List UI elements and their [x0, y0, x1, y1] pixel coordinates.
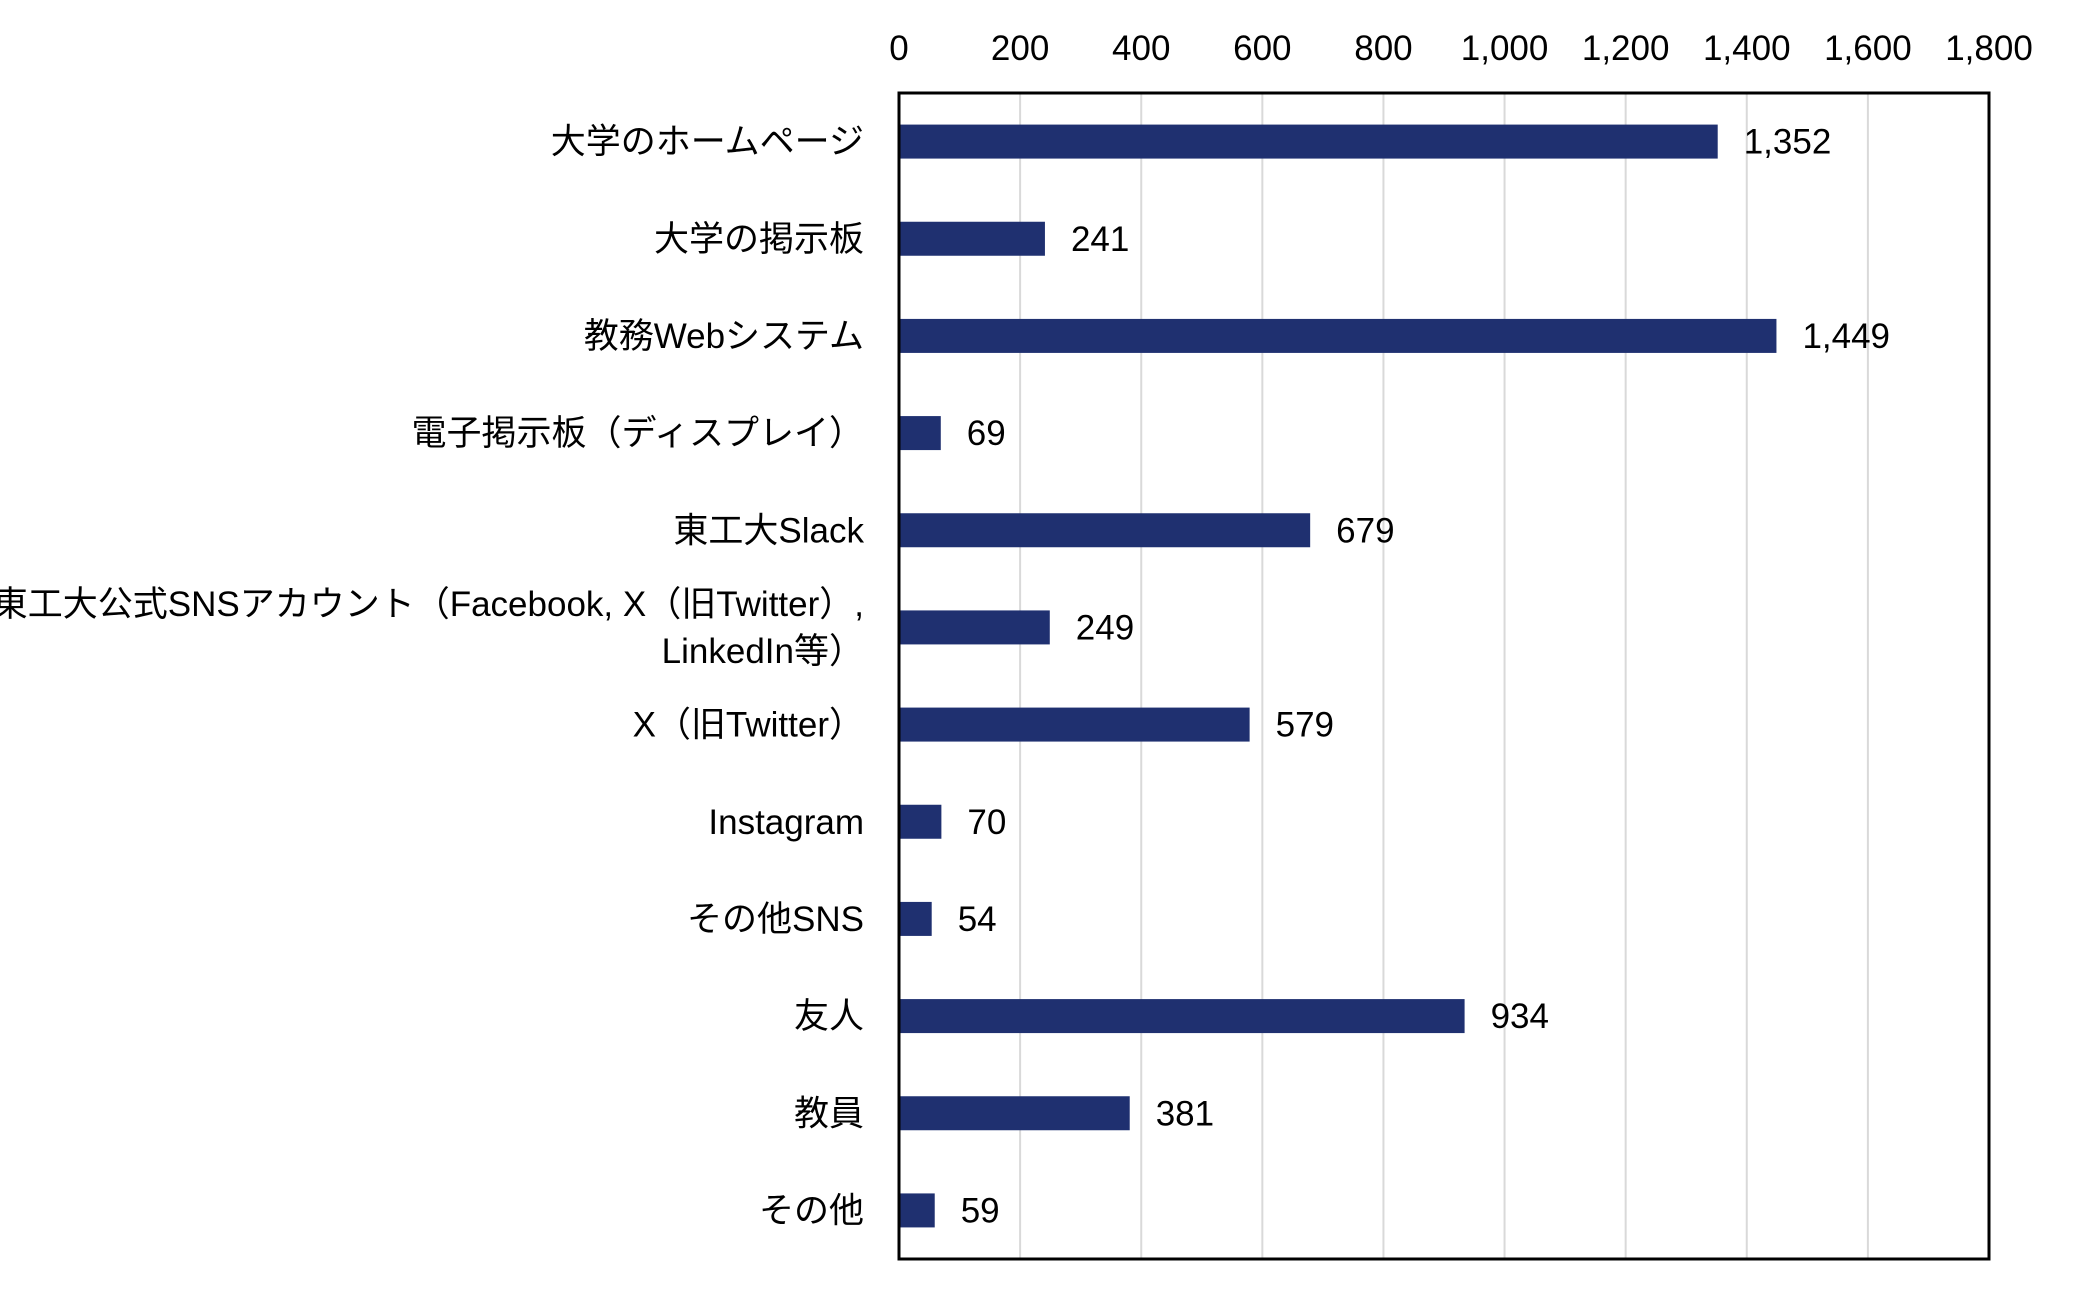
x-tick-label: 800 [1354, 29, 1412, 68]
x-tick-label: 1,000 [1461, 29, 1549, 68]
bar [899, 318, 1777, 353]
x-tick-label: 1,200 [1582, 29, 1670, 68]
bar [899, 1193, 935, 1228]
category-label: 東工大公式SNSアカウント（Facebook, X（旧Twitter）, [0, 585, 864, 624]
x-tick-label: 1,400 [1703, 29, 1791, 68]
gridlines [1019, 93, 1869, 1259]
data-label: 1,352 [1744, 123, 1832, 162]
category-label: その他SNS [687, 900, 864, 939]
x-tick-label: 600 [1233, 29, 1291, 68]
category-label: 大学のホームページ [551, 123, 864, 162]
x-tick-label: 0 [889, 29, 908, 68]
data-label: 241 [1071, 220, 1129, 259]
category-label: 電子掲示板（ディスプレイ） [411, 414, 864, 453]
data-label: 579 [1276, 706, 1334, 745]
category-label: 友人 [794, 997, 864, 1036]
data-label: 934 [1491, 997, 1549, 1036]
bar [899, 999, 1465, 1034]
data-label: 1,449 [1802, 317, 1890, 356]
x-tick-label: 1,600 [1824, 29, 1912, 68]
x-axis-ticks: 0 200 400 600 800 1,000 1,200 1,400 1,600 1,800 [889, 29, 2033, 68]
category-label: その他 [759, 1191, 864, 1230]
bar [899, 804, 942, 839]
data-label: 59 [961, 1191, 1000, 1230]
category-label: LinkedIn等） [662, 632, 864, 671]
bar [899, 1096, 1130, 1131]
bar [899, 901, 932, 936]
category-label: 教務Webシステム [584, 317, 864, 356]
category-label: Instagram [708, 803, 864, 842]
x-tick-label: 1,800 [1945, 29, 2033, 68]
data-label: 69 [967, 414, 1006, 453]
category-label: 東工大Slack [673, 511, 864, 550]
bars [899, 124, 1777, 1228]
data-label: 70 [967, 803, 1006, 842]
data-label: 249 [1076, 608, 1134, 647]
bar [899, 707, 1250, 742]
bar [899, 221, 1045, 256]
category-label: X（旧Twitter） [633, 706, 864, 745]
bar [899, 124, 1718, 159]
category-label: 大学の掲示板 [654, 220, 864, 259]
data-label: 679 [1336, 511, 1394, 550]
plot-area-border [897, 91, 1991, 1261]
bar [899, 513, 1311, 548]
x-tick-label: 200 [991, 29, 1049, 68]
bar [899, 610, 1050, 645]
data-label: 381 [1156, 1094, 1214, 1133]
x-tick-label: 400 [1112, 29, 1170, 68]
bar [899, 416, 941, 451]
data-labels: 1,352 241 1,449 69 679 249 579 70 54 934 381 59 [958, 123, 1890, 1231]
data-label: 54 [958, 900, 997, 939]
category-label: 教員 [794, 1094, 864, 1133]
